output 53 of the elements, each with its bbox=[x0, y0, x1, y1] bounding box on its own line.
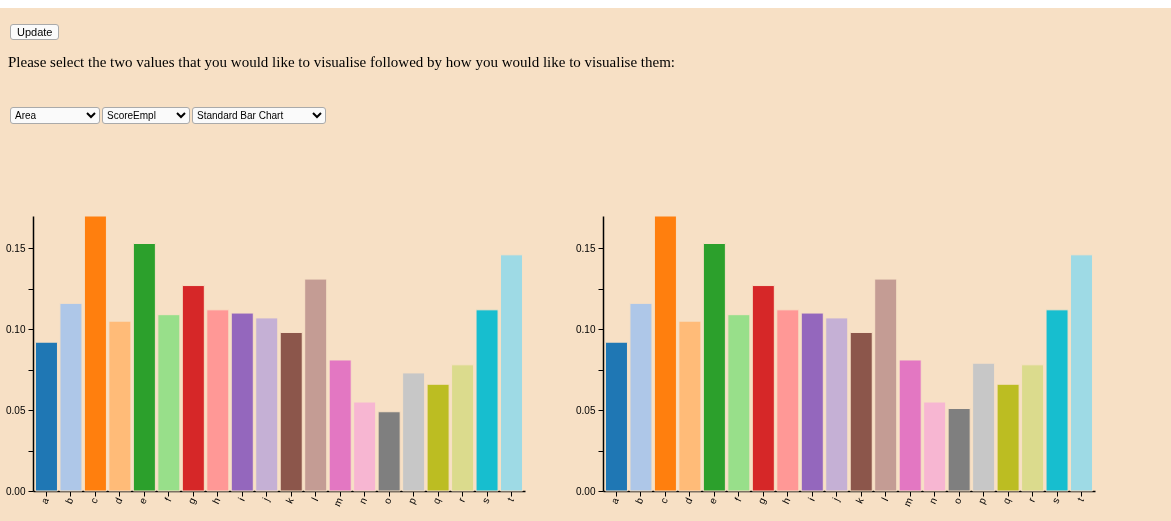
x-tick-label: p bbox=[405, 495, 419, 506]
update-button: Update bbox=[10, 24, 60, 40]
x-tick-label: l bbox=[879, 495, 891, 503]
x-tick-label: a bbox=[608, 495, 622, 506]
x-tick-label: p bbox=[975, 495, 989, 506]
x-tick-label: o bbox=[381, 495, 394, 506]
x-tick-label: n bbox=[926, 495, 940, 506]
x-tick-label: e bbox=[136, 495, 150, 506]
x-tick-label: d bbox=[682, 495, 695, 506]
x-tick-label: l bbox=[309, 495, 321, 503]
x-tick-label: b bbox=[63, 495, 76, 506]
x-tick-label: f bbox=[162, 495, 174, 504]
x-tick-label: m bbox=[331, 495, 345, 509]
x-tick-label: r bbox=[1025, 495, 1038, 504]
x-tick-label: s bbox=[1049, 495, 1062, 506]
x-tick-label: n bbox=[356, 495, 370, 506]
x-tick-label: g bbox=[185, 495, 198, 506]
y-tick-label: 0.05 bbox=[6, 404, 26, 416]
x-tick-label: g bbox=[755, 495, 768, 506]
dropdown: Area bbox=[10, 107, 100, 124]
x-tick-label: r bbox=[455, 495, 468, 504]
x-tick-label: k bbox=[283, 495, 297, 506]
y-tick-label: 0.00 bbox=[576, 485, 596, 497]
x-tick-label: t bbox=[504, 495, 517, 504]
y-tick-label: 0.10 bbox=[576, 323, 596, 335]
x-tick-label: e bbox=[706, 495, 720, 506]
x-tick-label: a bbox=[38, 495, 52, 506]
x-tick-label: q bbox=[430, 495, 443, 506]
y-tick-label: 0.15 bbox=[6, 242, 26, 254]
x-tick-label: h bbox=[780, 495, 793, 506]
dropdown: Standard Bar Chart bbox=[192, 107, 326, 124]
x-tick-label: k bbox=[853, 495, 867, 506]
x-tick-label: d bbox=[112, 495, 125, 506]
x-tick-label: s bbox=[479, 495, 492, 506]
x-tick-label: c bbox=[657, 495, 670, 506]
x-tick-label: j bbox=[259, 495, 272, 504]
y-tick-label: 0.10 bbox=[6, 323, 26, 335]
x-tick-label: m bbox=[901, 495, 915, 509]
x-tick-label: q bbox=[1000, 495, 1013, 506]
x-tick-label: j bbox=[829, 495, 842, 504]
x-tick-label: i bbox=[235, 495, 247, 503]
x-tick-label: i bbox=[805, 495, 817, 503]
y-tick-label: 0.05 bbox=[576, 404, 596, 416]
x-tick-label: o bbox=[951, 495, 964, 506]
dropdown: ScoreEmpl bbox=[102, 107, 190, 124]
y-tick-label: 0.00 bbox=[6, 485, 26, 497]
x-tick-label: c bbox=[87, 495, 100, 506]
x-tick-label: h bbox=[210, 495, 223, 506]
x-tick-label: f bbox=[732, 495, 744, 504]
y-tick-label: 0.15 bbox=[576, 242, 596, 254]
x-tick-label: t bbox=[1074, 495, 1087, 504]
text: Please select the two values that you would like to visualise followed by how you would like to visualise them: bbox=[8, 54, 675, 71]
x-tick-label: b bbox=[633, 495, 646, 506]
